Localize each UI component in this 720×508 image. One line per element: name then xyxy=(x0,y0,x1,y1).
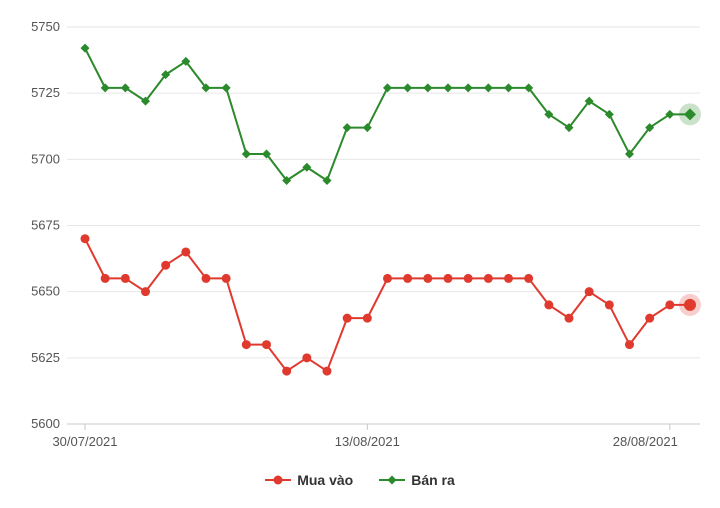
data-point[interactable] xyxy=(322,366,332,376)
data-point[interactable] xyxy=(221,273,231,283)
data-point[interactable] xyxy=(262,340,271,350)
data-point[interactable] xyxy=(403,83,413,93)
data-point[interactable] xyxy=(141,96,150,106)
legend-label-mua-vao: Mua vào xyxy=(297,472,354,488)
series-ban-ra xyxy=(80,43,701,186)
data-point[interactable] xyxy=(483,273,493,283)
data-point[interactable] xyxy=(120,273,130,283)
data-point[interactable] xyxy=(544,109,554,119)
data-point[interactable] xyxy=(564,313,574,323)
data-point[interactable] xyxy=(100,273,110,283)
data-point[interactable] xyxy=(80,43,90,53)
legend-label-ban-ra: Bán ra xyxy=(411,472,455,488)
data-point[interactable] xyxy=(161,70,171,80)
data-point[interactable] xyxy=(584,287,594,297)
y-tick-label: 5725 xyxy=(31,85,60,100)
data-point[interactable] xyxy=(645,123,655,133)
data-point[interactable] xyxy=(443,273,453,283)
data-point[interactable] xyxy=(120,83,130,93)
data-point[interactable] xyxy=(463,83,473,93)
data-point[interactable] xyxy=(524,273,534,283)
chart-legend: Mua vào Bán ra xyxy=(0,472,720,488)
data-point[interactable] xyxy=(403,273,413,283)
data-point[interactable] xyxy=(625,340,634,350)
data-point[interactable] xyxy=(80,234,90,244)
data-point[interactable] xyxy=(604,109,614,119)
data-point[interactable] xyxy=(201,273,211,283)
data-point[interactable] xyxy=(625,149,634,159)
series-line xyxy=(84,238,690,373)
data-point[interactable] xyxy=(181,56,191,66)
data-point[interactable] xyxy=(241,149,251,159)
x-tick-label: 28/08/2021 xyxy=(613,434,678,449)
data-point[interactable] xyxy=(524,83,534,93)
data-point[interactable] xyxy=(262,149,271,159)
legend-swatch-mua-vao xyxy=(265,475,292,485)
data-point[interactable] xyxy=(604,300,614,310)
data-point[interactable] xyxy=(141,287,150,297)
y-tick-label: 5700 xyxy=(31,151,60,166)
data-point[interactable] xyxy=(322,176,332,186)
legend-item-mua-vao[interactable]: Mua vào xyxy=(265,472,353,488)
data-point[interactable] xyxy=(483,83,493,93)
y-tick-label: 5675 xyxy=(31,218,60,233)
series-mua-vao xyxy=(80,234,701,376)
data-point[interactable] xyxy=(383,83,392,93)
data-point[interactable] xyxy=(100,83,110,93)
data-point[interactable] xyxy=(221,83,231,93)
legend-swatch-ban-ra xyxy=(379,475,406,485)
data-point[interactable] xyxy=(362,313,372,323)
data-point[interactable] xyxy=(423,273,433,283)
series-line xyxy=(84,47,690,182)
data-point[interactable] xyxy=(684,298,696,311)
data-point[interactable] xyxy=(564,123,574,133)
data-point[interactable] xyxy=(443,83,453,93)
data-point[interactable] xyxy=(504,273,513,283)
y-axis-tick-labels: 5600 5625 5650 5675 5700 5725 5750 xyxy=(31,19,60,431)
y-tick-label: 5625 xyxy=(31,350,60,365)
series-group xyxy=(80,43,701,376)
data-point[interactable] xyxy=(161,260,171,270)
data-point[interactable] xyxy=(302,353,312,363)
y-tick-label: 5600 xyxy=(31,416,60,431)
data-point[interactable] xyxy=(302,162,312,172)
data-point[interactable] xyxy=(383,273,392,283)
data-point[interactable] xyxy=(665,109,675,119)
x-tick-label: 30/07/2021 xyxy=(52,434,117,449)
x-axis: 30/07/2021 13/08/2021 28/08/2021 xyxy=(52,423,700,449)
data-point[interactable] xyxy=(181,247,191,257)
legend-item-ban-ra[interactable]: Bán ra xyxy=(379,472,455,488)
data-point[interactable] xyxy=(665,300,675,310)
data-point[interactable] xyxy=(463,273,473,283)
data-point[interactable] xyxy=(362,123,372,133)
data-point[interactable] xyxy=(282,176,292,186)
data-point[interactable] xyxy=(645,313,655,323)
data-point[interactable] xyxy=(684,108,696,121)
y-tick-label: 5750 xyxy=(31,19,60,34)
data-point[interactable] xyxy=(342,313,352,323)
data-point[interactable] xyxy=(342,123,352,133)
data-point[interactable] xyxy=(504,83,513,93)
data-point[interactable] xyxy=(423,83,433,93)
x-tick-label: 13/08/2021 xyxy=(335,434,400,449)
data-point[interactable] xyxy=(544,300,554,310)
data-point[interactable] xyxy=(241,340,251,350)
data-point[interactable] xyxy=(584,96,594,106)
grid-lines xyxy=(67,26,700,425)
data-point[interactable] xyxy=(282,366,292,376)
y-tick-label: 5650 xyxy=(31,284,60,299)
data-point[interactable] xyxy=(201,83,211,93)
